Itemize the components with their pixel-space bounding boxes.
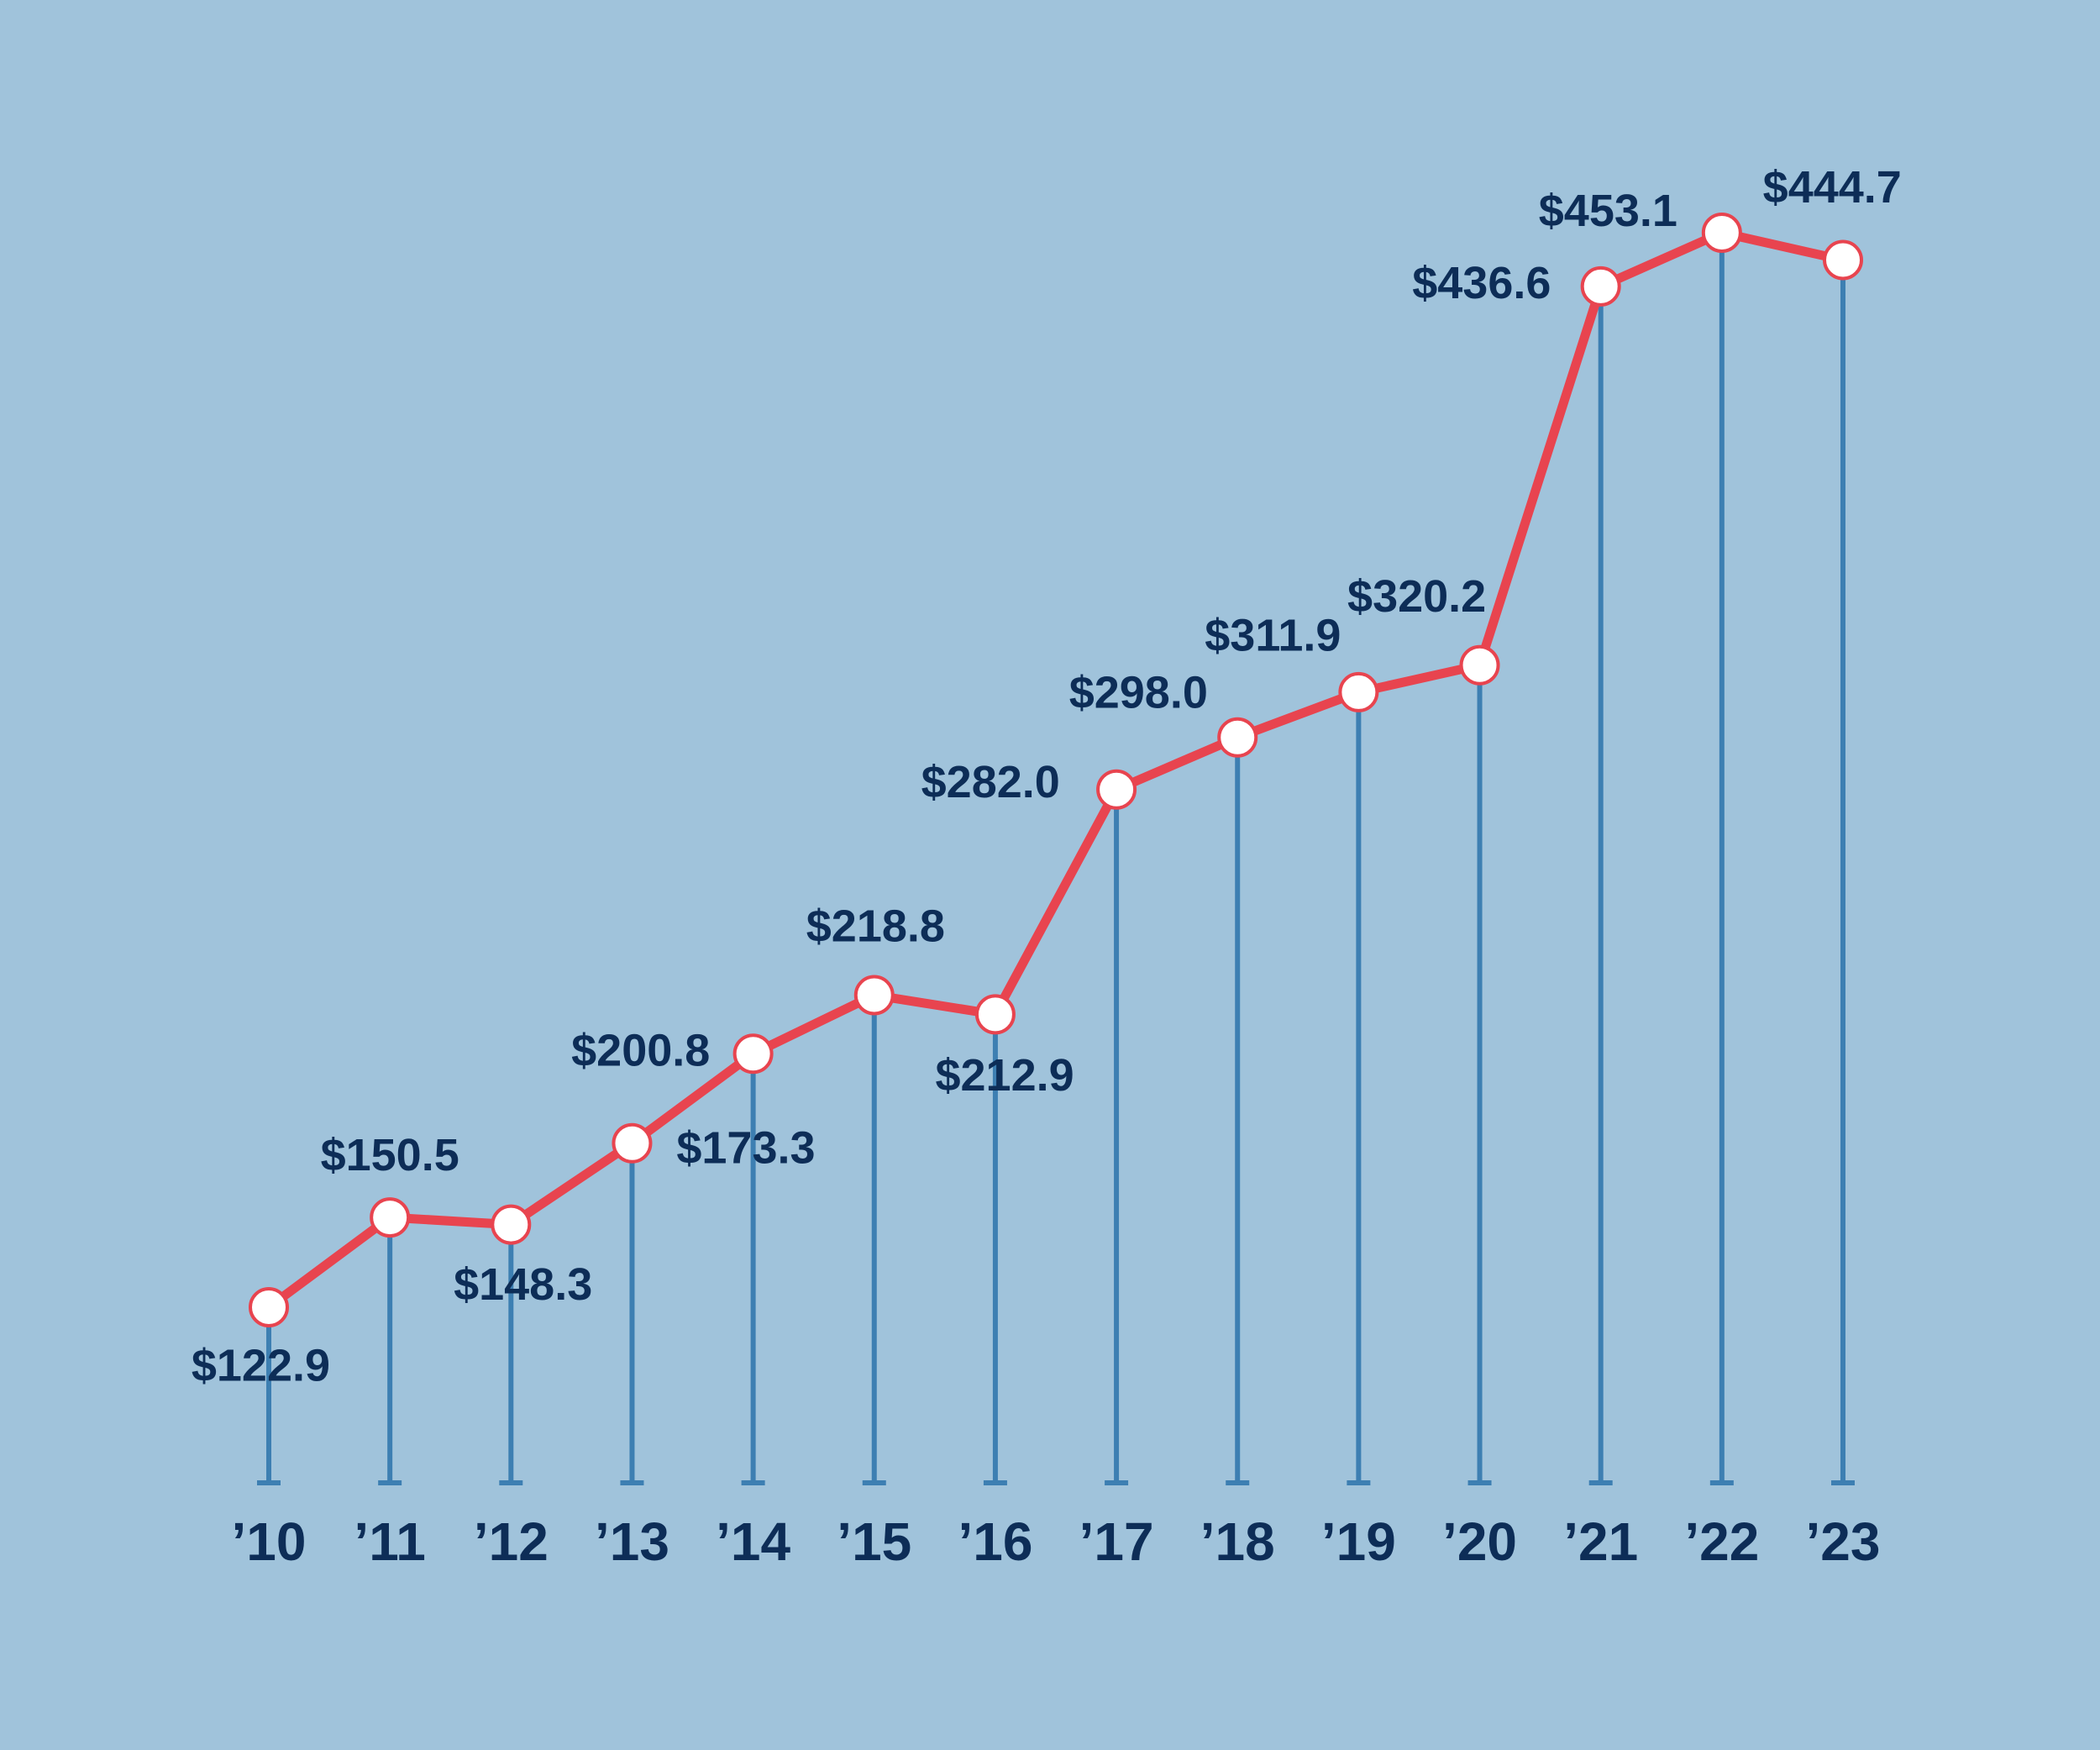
point [974, 994, 1016, 1035]
x-tick-label: ’17 [1079, 1511, 1154, 1572]
x-tick-label: ’21 [1563, 1511, 1638, 1572]
x-tick-label: ’14 [716, 1511, 790, 1572]
point [1096, 769, 1137, 810]
point [1459, 644, 1500, 686]
value-label: $148.3 [454, 1259, 592, 1310]
point [732, 1033, 774, 1075]
point [1701, 213, 1742, 253]
line [265, 228, 1845, 1311]
point [1823, 239, 1863, 281]
point [491, 1204, 532, 1245]
value-label: $311.9 [1205, 610, 1341, 660]
value-label: $320.2 [1347, 571, 1486, 622]
x-tick-label: ’10 [232, 1511, 307, 1572]
value-label: $212.9 [935, 1050, 1074, 1101]
point [370, 1197, 411, 1238]
value-label: $200.8 [571, 1026, 710, 1076]
x-tick-label: ’19 [1321, 1511, 1396, 1572]
value-label: $453.1 [1539, 186, 1677, 236]
value-label: $150.5 [321, 1130, 459, 1180]
x-tick-label: ’18 [1200, 1511, 1275, 1572]
value-label: $282.0 [921, 757, 1060, 807]
x-tick-label: ’23 [1806, 1511, 1881, 1572]
x-tick-label: ’20 [1442, 1511, 1517, 1572]
value-label: $444.7 [1763, 162, 1902, 213]
x-tick-label: ’12 [474, 1511, 549, 1572]
value-label: $298.0 [1069, 668, 1208, 718]
x-tick-label: ’16 [958, 1511, 1032, 1572]
x-tick-label: ’11 [354, 1511, 425, 1572]
value-label: $122.9 [192, 1341, 330, 1391]
point [1338, 671, 1379, 712]
value-label: $218.8 [806, 901, 945, 952]
value-label: $173.3 [676, 1123, 815, 1174]
point [1580, 265, 1621, 307]
x-tick-label: ’13 [595, 1511, 669, 1572]
point [1217, 717, 1258, 758]
x-tick-label: ’22 [1684, 1511, 1759, 1572]
x-tick-label: ’15 [837, 1511, 911, 1572]
point [249, 1287, 289, 1327]
value-label: $436.6 [1412, 258, 1551, 308]
point [612, 1122, 653, 1164]
point [853, 975, 895, 1016]
